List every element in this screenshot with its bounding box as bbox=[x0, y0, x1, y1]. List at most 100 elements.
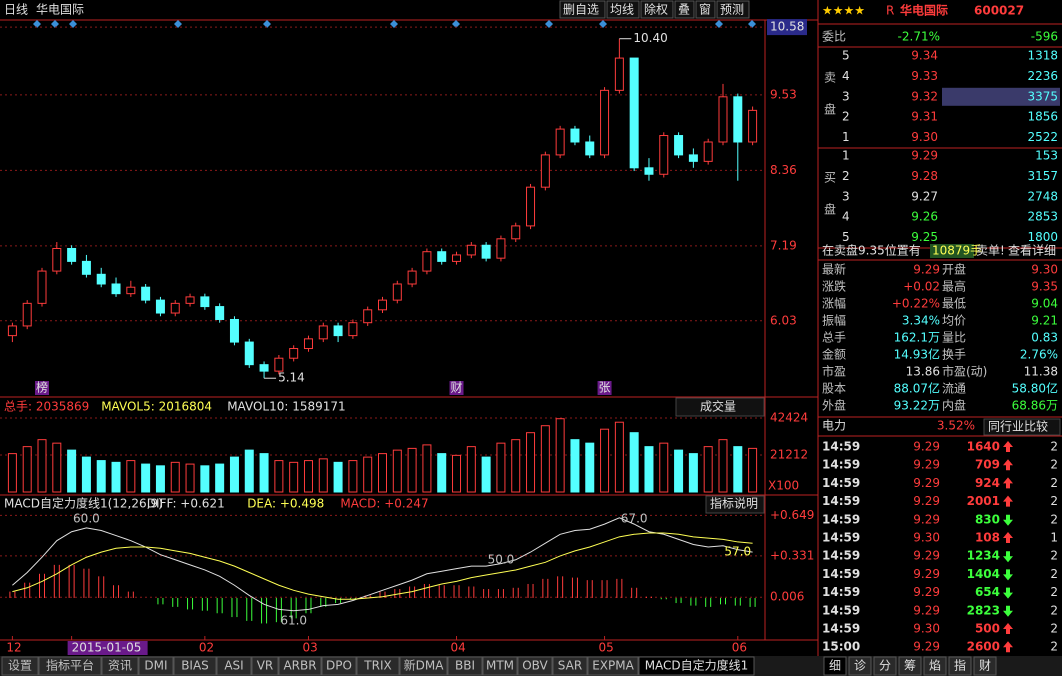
tick-price: 9.29 bbox=[913, 494, 940, 508]
tab[interactable] bbox=[638, 656, 755, 676]
side-tab[interactable] bbox=[873, 656, 897, 676]
macd-annotation: 50.0 bbox=[488, 552, 515, 566]
tick-time: 14:59 bbox=[822, 476, 860, 490]
tick-time: 14:59 bbox=[822, 567, 860, 581]
notice-badge bbox=[930, 244, 974, 258]
tool-button[interactable] bbox=[716, 0, 750, 19]
tab[interactable] bbox=[101, 656, 139, 676]
stat-value: 14.93亿 bbox=[894, 347, 940, 362]
candle-body bbox=[466, 244, 476, 256]
volume-bar bbox=[259, 453, 269, 493]
volume-bar bbox=[141, 463, 151, 493]
side-tab[interactable] bbox=[898, 656, 922, 676]
tab[interactable] bbox=[482, 656, 518, 676]
candle-body bbox=[333, 325, 343, 337]
tab[interactable] bbox=[517, 656, 553, 676]
macd-button[interactable] bbox=[705, 495, 765, 514]
volume-bar bbox=[703, 446, 713, 493]
volume-bar bbox=[348, 460, 358, 493]
tick-count: 2 bbox=[1050, 622, 1058, 636]
tab[interactable] bbox=[38, 656, 102, 676]
volume-bar bbox=[614, 421, 624, 493]
tab-label: MTM bbox=[486, 659, 514, 673]
tab[interactable] bbox=[173, 656, 217, 676]
side-tab[interactable] bbox=[848, 656, 872, 676]
tab[interactable] bbox=[138, 656, 174, 676]
y-tick-label: 7.19 bbox=[770, 238, 797, 252]
tab[interactable] bbox=[552, 656, 588, 676]
tab[interactable] bbox=[356, 656, 400, 676]
side-tab-label: 筹 bbox=[904, 659, 916, 673]
volume-button[interactable] bbox=[675, 397, 765, 417]
tool-button[interactable] bbox=[695, 0, 716, 19]
candle-body bbox=[437, 251, 447, 262]
stat-value: 2.76% bbox=[1020, 348, 1058, 362]
volume-bar bbox=[318, 458, 328, 493]
book-level: 2 bbox=[842, 110, 850, 124]
tab-label: OBV bbox=[522, 659, 548, 673]
tab[interactable] bbox=[216, 656, 252, 676]
tick-time: 14:59 bbox=[822, 512, 860, 526]
volume-bar bbox=[688, 453, 698, 493]
candle-body bbox=[659, 135, 669, 175]
candle-body bbox=[644, 167, 654, 175]
candle-body bbox=[585, 141, 595, 156]
tab-label: MACD自定力度线1 bbox=[645, 658, 749, 673]
volume-bar bbox=[244, 449, 254, 493]
candle-body bbox=[733, 96, 743, 143]
tick-volume: 709 bbox=[975, 458, 1000, 472]
book-side: 买 bbox=[824, 171, 836, 185]
tool-button[interactable] bbox=[559, 0, 606, 19]
event-marker bbox=[599, 20, 607, 28]
tab-label: 设置 bbox=[8, 659, 32, 673]
book-level: 4 bbox=[842, 210, 850, 224]
tab[interactable] bbox=[278, 656, 322, 676]
x-tick-label: 02 bbox=[199, 641, 214, 655]
tab[interactable] bbox=[251, 656, 279, 676]
tab[interactable] bbox=[1, 656, 39, 676]
volume-bar bbox=[511, 439, 521, 493]
stat-label: 最低 bbox=[942, 297, 966, 311]
y-tick-label: 9.53 bbox=[770, 87, 797, 101]
tab-label: VR bbox=[257, 659, 274, 673]
tab[interactable] bbox=[321, 656, 357, 676]
candle-body bbox=[748, 109, 758, 143]
tool-button[interactable] bbox=[606, 0, 640, 19]
book-price: 9.28 bbox=[911, 169, 938, 183]
stat-value: 93.22万 bbox=[894, 399, 940, 413]
volume-bar bbox=[659, 442, 669, 493]
candle-body bbox=[141, 286, 151, 301]
stat-label: 市盈(动) bbox=[942, 364, 987, 379]
side-tab[interactable] bbox=[973, 656, 997, 676]
tab-label: ARBR bbox=[283, 659, 316, 673]
macd-annotation: 61.0 bbox=[280, 613, 307, 627]
tick-price: 9.30 bbox=[913, 622, 940, 636]
tick-volume: 2001 bbox=[967, 494, 1000, 508]
tick-time: 14:59 bbox=[822, 603, 860, 617]
volume-bar bbox=[185, 463, 195, 493]
candle-body bbox=[526, 186, 536, 227]
book-price: 9.25 bbox=[911, 230, 938, 244]
event-marker bbox=[51, 20, 59, 28]
stat-label: 金额 bbox=[822, 347, 846, 362]
volume-bar bbox=[466, 446, 476, 493]
tab-label: SAR bbox=[558, 659, 582, 673]
notice-link[interactable]: 查看详细 bbox=[1008, 243, 1056, 258]
tab[interactable] bbox=[587, 656, 639, 676]
tick-time: 14:59 bbox=[822, 458, 860, 472]
side-tab[interactable] bbox=[823, 656, 847, 676]
macd-annotation: 60.0 bbox=[73, 512, 100, 526]
tab[interactable] bbox=[447, 656, 483, 676]
industry-button[interactable] bbox=[983, 418, 1061, 436]
side-tab[interactable] bbox=[948, 656, 972, 676]
event-marker bbox=[33, 20, 41, 28]
side-tab[interactable] bbox=[923, 656, 947, 676]
volume-bar bbox=[733, 446, 743, 493]
tab[interactable] bbox=[399, 656, 448, 676]
tool-button[interactable] bbox=[674, 0, 695, 19]
book-price: 9.26 bbox=[911, 210, 938, 224]
tick-volume: 654 bbox=[975, 585, 1000, 599]
tool-button[interactable] bbox=[640, 0, 674, 19]
candle-body bbox=[22, 302, 32, 327]
